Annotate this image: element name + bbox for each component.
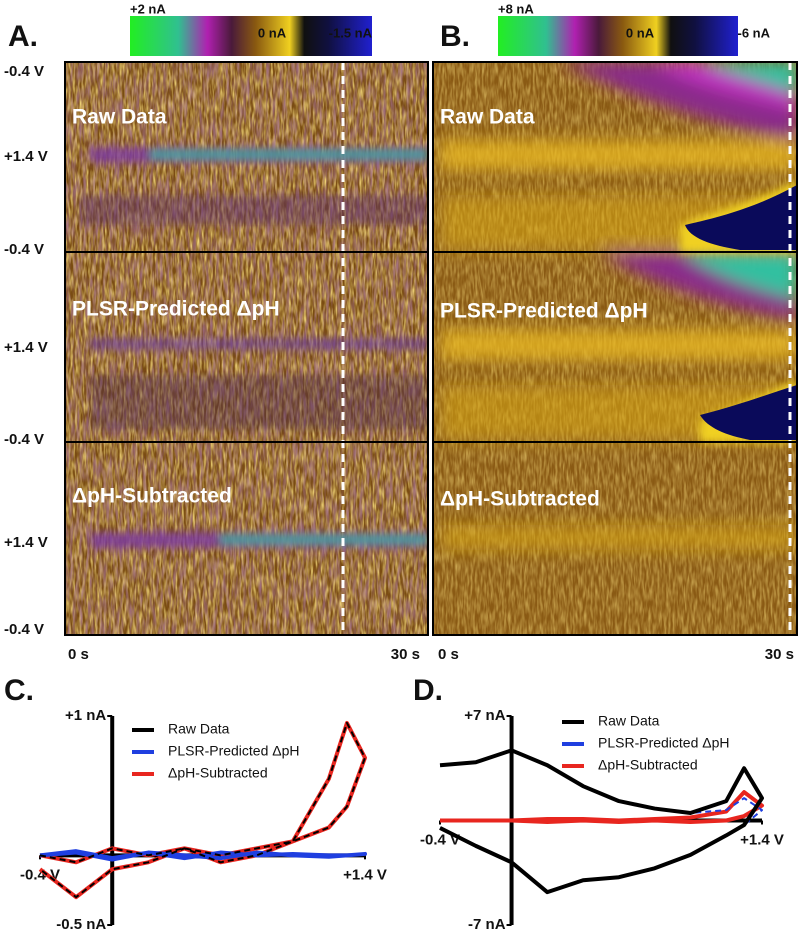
voltage-label: +1.4 V	[4, 534, 48, 551]
x-tick-label: +1.4 V	[740, 831, 784, 848]
time-label: 0 s	[68, 646, 89, 663]
voltage-label: -0.4 V	[4, 621, 44, 638]
colorbar-label: 0 nA	[258, 25, 287, 40]
heatmap-a	[65, 62, 428, 635]
panel-label: A.	[8, 20, 38, 53]
row-title: ΔpH-Subtracted	[72, 485, 232, 508]
legend-label: Raw Data	[598, 713, 660, 729]
legend-label: ΔpH-Subtracted	[168, 765, 268, 781]
colorbar-label: 0 nA	[626, 25, 655, 40]
time-label: 30 s	[765, 646, 794, 663]
colorbar	[130, 16, 372, 56]
y-tick-label: +7 nA	[464, 707, 505, 724]
row-title: PLSR-Predicted ΔpH	[72, 298, 280, 321]
series-line	[439, 748, 764, 895]
heatmap-b	[433, 62, 797, 635]
series-line	[39, 721, 366, 899]
legend-label: PLSR-Predicted ΔpH	[598, 735, 730, 751]
voltage-label: +1.4 V	[4, 339, 48, 356]
legend-label: ΔpH-Subtracted	[598, 757, 698, 773]
row-title: Raw Data	[440, 106, 535, 129]
time-label: 0 s	[438, 646, 459, 663]
row-title: Raw Data	[72, 106, 167, 129]
time-label: 30 s	[391, 646, 420, 663]
series-line	[440, 790, 764, 824]
colorbar-label: -6 nA	[738, 25, 771, 40]
colorbar-label: +2 nA	[130, 1, 166, 16]
voltage-label: -0.4 V	[4, 241, 44, 258]
colorbar-label: -1.5 nA	[329, 25, 373, 40]
x-tick-label: +1.4 V	[343, 866, 387, 883]
y-tick-label: +1 nA	[65, 707, 106, 724]
voltage-label: -0.4 V	[4, 63, 44, 80]
y-tick-label: -7 nA	[468, 916, 506, 933]
row-title: PLSR-Predicted ΔpH	[440, 300, 648, 323]
legend-label: Raw Data	[168, 721, 230, 737]
panel-label: D.	[413, 674, 443, 707]
y-tick-label: -0.5 nA	[56, 916, 106, 933]
colorbar-label: +8 nA	[498, 1, 534, 16]
row-title: ΔpH-Subtracted	[440, 488, 600, 511]
panel-label: C.	[4, 674, 34, 707]
panel-label: B.	[440, 20, 470, 53]
voltage-label: +1.4 V	[4, 148, 48, 165]
voltage-label: -0.4 V	[4, 431, 44, 448]
legend-label: PLSR-Predicted ΔpH	[168, 743, 300, 759]
x-tick-label: -0.4 V	[420, 831, 460, 848]
colorbar	[498, 16, 738, 56]
